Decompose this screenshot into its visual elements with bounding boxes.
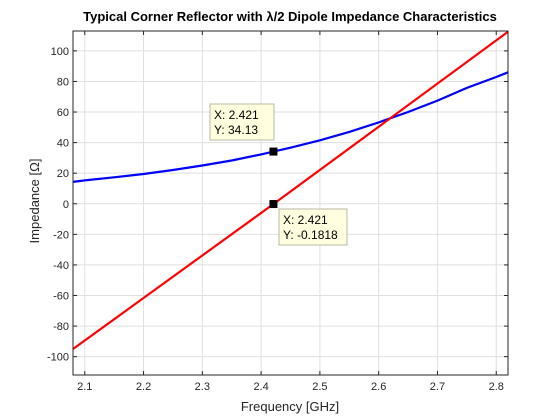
x-tick-label: 2.1 [77, 381, 92, 393]
x-tick-label: 2.8 [489, 381, 504, 393]
x-tick-label: 2.6 [371, 381, 386, 393]
axis-ticks: 2.1 2.2 2.3 2.4 2.5 2.6 2.7 2.8 -100 -80 -60 -40 -20… [47, 31, 508, 393]
x-tick-label: 2.2 [136, 381, 151, 393]
series-line-red [72, 30, 509, 350]
y-tick-label: 80 [57, 76, 69, 88]
x-tick-label: 2.5 [312, 381, 327, 393]
datatip-marker [269, 147, 278, 156]
datatip-box [278, 208, 348, 246]
y-tick-label: -20 [53, 229, 69, 241]
datatip-marker [269, 200, 278, 209]
datatip-x-text: X: 2.421 [283, 213, 328, 227]
y-tick-label: 20 [57, 168, 69, 180]
chart-title: Typical Corner Reflector with λ/2 Dipole… [83, 9, 497, 24]
grid-lines [73, 31, 508, 375]
x-tick-label: 2.4 [253, 381, 268, 393]
y-tick-label: -80 [53, 321, 69, 333]
datatip-y-text: Y: -0.1818 [283, 228, 338, 242]
plot-area-frame [72, 30, 509, 376]
y-tick-label: 60 [57, 107, 69, 119]
y-tick-label: -100 [47, 352, 69, 364]
datatip-y-text: Y: 34.13 [214, 123, 258, 137]
y-tick-label: -40 [53, 260, 69, 272]
y-axis-label: Impedance [Ω] [27, 159, 42, 244]
x-tick-label: 2.3 [195, 381, 210, 393]
y-tick-label: -60 [53, 290, 69, 302]
datatip-x-text: X: 2.421 [214, 108, 259, 122]
series-line-blue [72, 71, 509, 183]
datatip-box [209, 103, 275, 141]
y-tick-label: 40 [57, 138, 69, 150]
y-tick-label: 0 [63, 199, 69, 211]
x-axis-label: Frequency [GHz] [241, 399, 339, 414]
x-tick-label: 2.7 [430, 381, 445, 393]
y-tick-label: 100 [51, 46, 69, 58]
series-lines [72, 30, 509, 350]
